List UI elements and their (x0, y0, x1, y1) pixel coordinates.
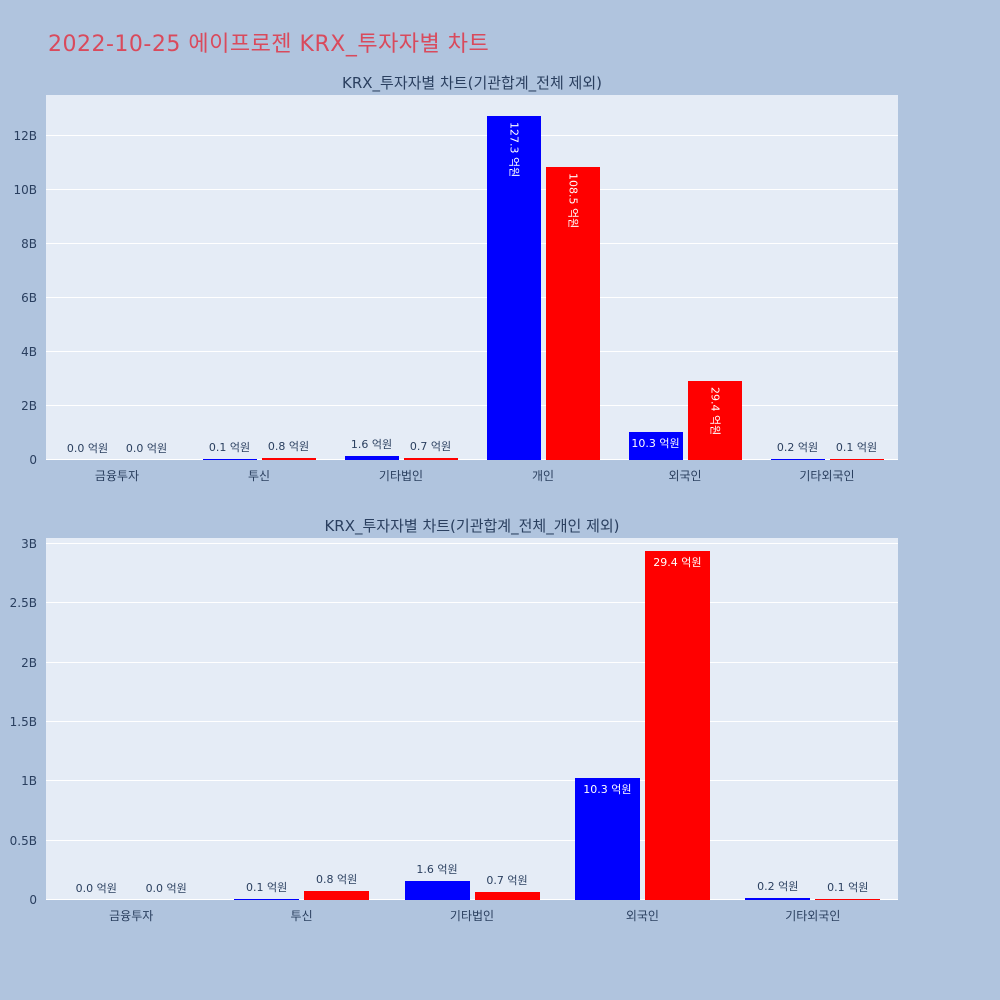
bar-label: 0.1 억원 (208, 441, 251, 454)
bar-label: 10.3 억원 (583, 782, 632, 796)
y-tick-label: 2.5B (9, 596, 37, 611)
bar-label: 29.4 억원 (708, 386, 722, 435)
bar (770, 459, 825, 460)
y-tick-label: 1.5B (9, 714, 37, 729)
gridline (46, 899, 898, 900)
bar-label: 0.0 억원 (66, 442, 109, 455)
gridline (46, 188, 898, 190)
gridline (46, 296, 898, 298)
gridline (46, 720, 898, 722)
chart-title: KRX_투자자별 차트(기관합계_전체 제외) (342, 74, 602, 92)
bar (486, 115, 541, 460)
bar-label: 0.8 억원 (315, 872, 358, 886)
gridline (46, 242, 898, 244)
x-tick-label: 외국인 (668, 469, 702, 483)
bar-label: 0.1 억원 (245, 880, 288, 894)
bar (404, 881, 470, 900)
chart-investor-excl-individual: KRX_투자자별 차트(기관합계_전체_개인 제외) 0.0 억원 0.1 억원 1… (10, 517, 898, 923)
page-title: 2022-10-25 에이프로젠 KRX_투자자별 차트 (48, 32, 490, 57)
bar-label: 108.5 억원 (566, 172, 580, 228)
bar (403, 458, 458, 460)
x-tick-label: 투신 (290, 909, 313, 923)
bar (574, 777, 640, 900)
x-tick-label: 기타외국인 (799, 469, 855, 483)
bar-label: 0.1 억원 (827, 880, 869, 894)
x-tick-label: 개인 (531, 469, 555, 483)
x-tick-label: 기타법인 (378, 469, 424, 483)
bar-label: 0.7 억원 (409, 440, 452, 454)
chart-title: KRX_투자자별 차트(기관합계_전체_개인 제외) (324, 517, 620, 535)
bar-label: 0.2 억원 (776, 441, 819, 454)
x-tick-label: 외국인 (625, 909, 659, 923)
bar (304, 890, 370, 900)
bar-label: 0.8 억원 (267, 439, 310, 453)
y-tick-label: 2B (21, 655, 37, 670)
bar-label: 0.0 억원 (125, 442, 168, 455)
gridline (46, 839, 898, 841)
y-tick-label: 0 (29, 453, 37, 467)
bar (687, 380, 742, 460)
gridline (46, 350, 898, 352)
bar (829, 459, 884, 460)
bar-label: 29.4 억원 (653, 556, 702, 570)
y-tick-label: 1B (21, 774, 37, 789)
gridline (46, 780, 898, 782)
bar (234, 898, 300, 900)
bar-label: 1.6 억원 (416, 863, 458, 877)
bar-label: 0.2 억원 (757, 879, 799, 893)
y-tick-label: 12B (13, 128, 37, 143)
x-tick-label: 투신 (247, 469, 271, 483)
bar-label: 127.3 억원 (507, 121, 521, 178)
bar-label: 0.1 억원 (835, 441, 878, 454)
gridline (46, 542, 898, 544)
chart-investor-all: KRX_투자자별 차트(기관합계_전체 제외) 0.0 억원 0.1 억원 1.6 … (13, 74, 898, 483)
y-tick-label: 8B (21, 236, 37, 251)
bar (815, 898, 881, 900)
plot-area: 0.0 억원 0.1 억원 1.6 억원 10.3 억원 0.2 억원 0.0 억원 0.8… (46, 538, 898, 900)
bar (474, 891, 540, 900)
y-tick-label: 0 (29, 893, 37, 907)
plot-area: 0.0 억원 0.1 억원 1.6 억원 127.3 억원 10.3 억원 0.2 억원 0… (46, 95, 898, 460)
bar (745, 897, 811, 900)
bar (202, 459, 257, 460)
gridline (46, 459, 898, 460)
gridline (46, 661, 898, 663)
y-tick-label: 4B (21, 344, 37, 359)
y-tick-label: 10B (13, 182, 37, 197)
gridline (46, 134, 898, 136)
bar-label: 0.7 억원 (486, 873, 528, 887)
bar-label: 10.3 억원 (631, 437, 680, 451)
x-tick-label: 금융투자 (109, 909, 154, 923)
y-tick-label: 3B (21, 536, 37, 551)
y-tick-label: 0.5B (9, 833, 37, 848)
y-tick-label: 6B (21, 290, 37, 305)
y-tick-label: 2B (21, 398, 37, 413)
bar (261, 457, 316, 460)
x-tick-label: 금융투자 (94, 469, 140, 483)
bar (545, 166, 600, 460)
bar (628, 432, 683, 460)
x-tick-label: 기타법인 (449, 909, 495, 923)
bar (644, 551, 710, 900)
gridline (46, 602, 898, 604)
gridline (46, 404, 898, 406)
x-tick-label: 기타외국인 (785, 909, 841, 923)
bar-label: 1.6 억원 (350, 437, 393, 451)
bar-label: 0.0 억원 (75, 882, 117, 895)
bar (344, 455, 399, 460)
bar-label: 0.0 억원 (145, 882, 187, 895)
